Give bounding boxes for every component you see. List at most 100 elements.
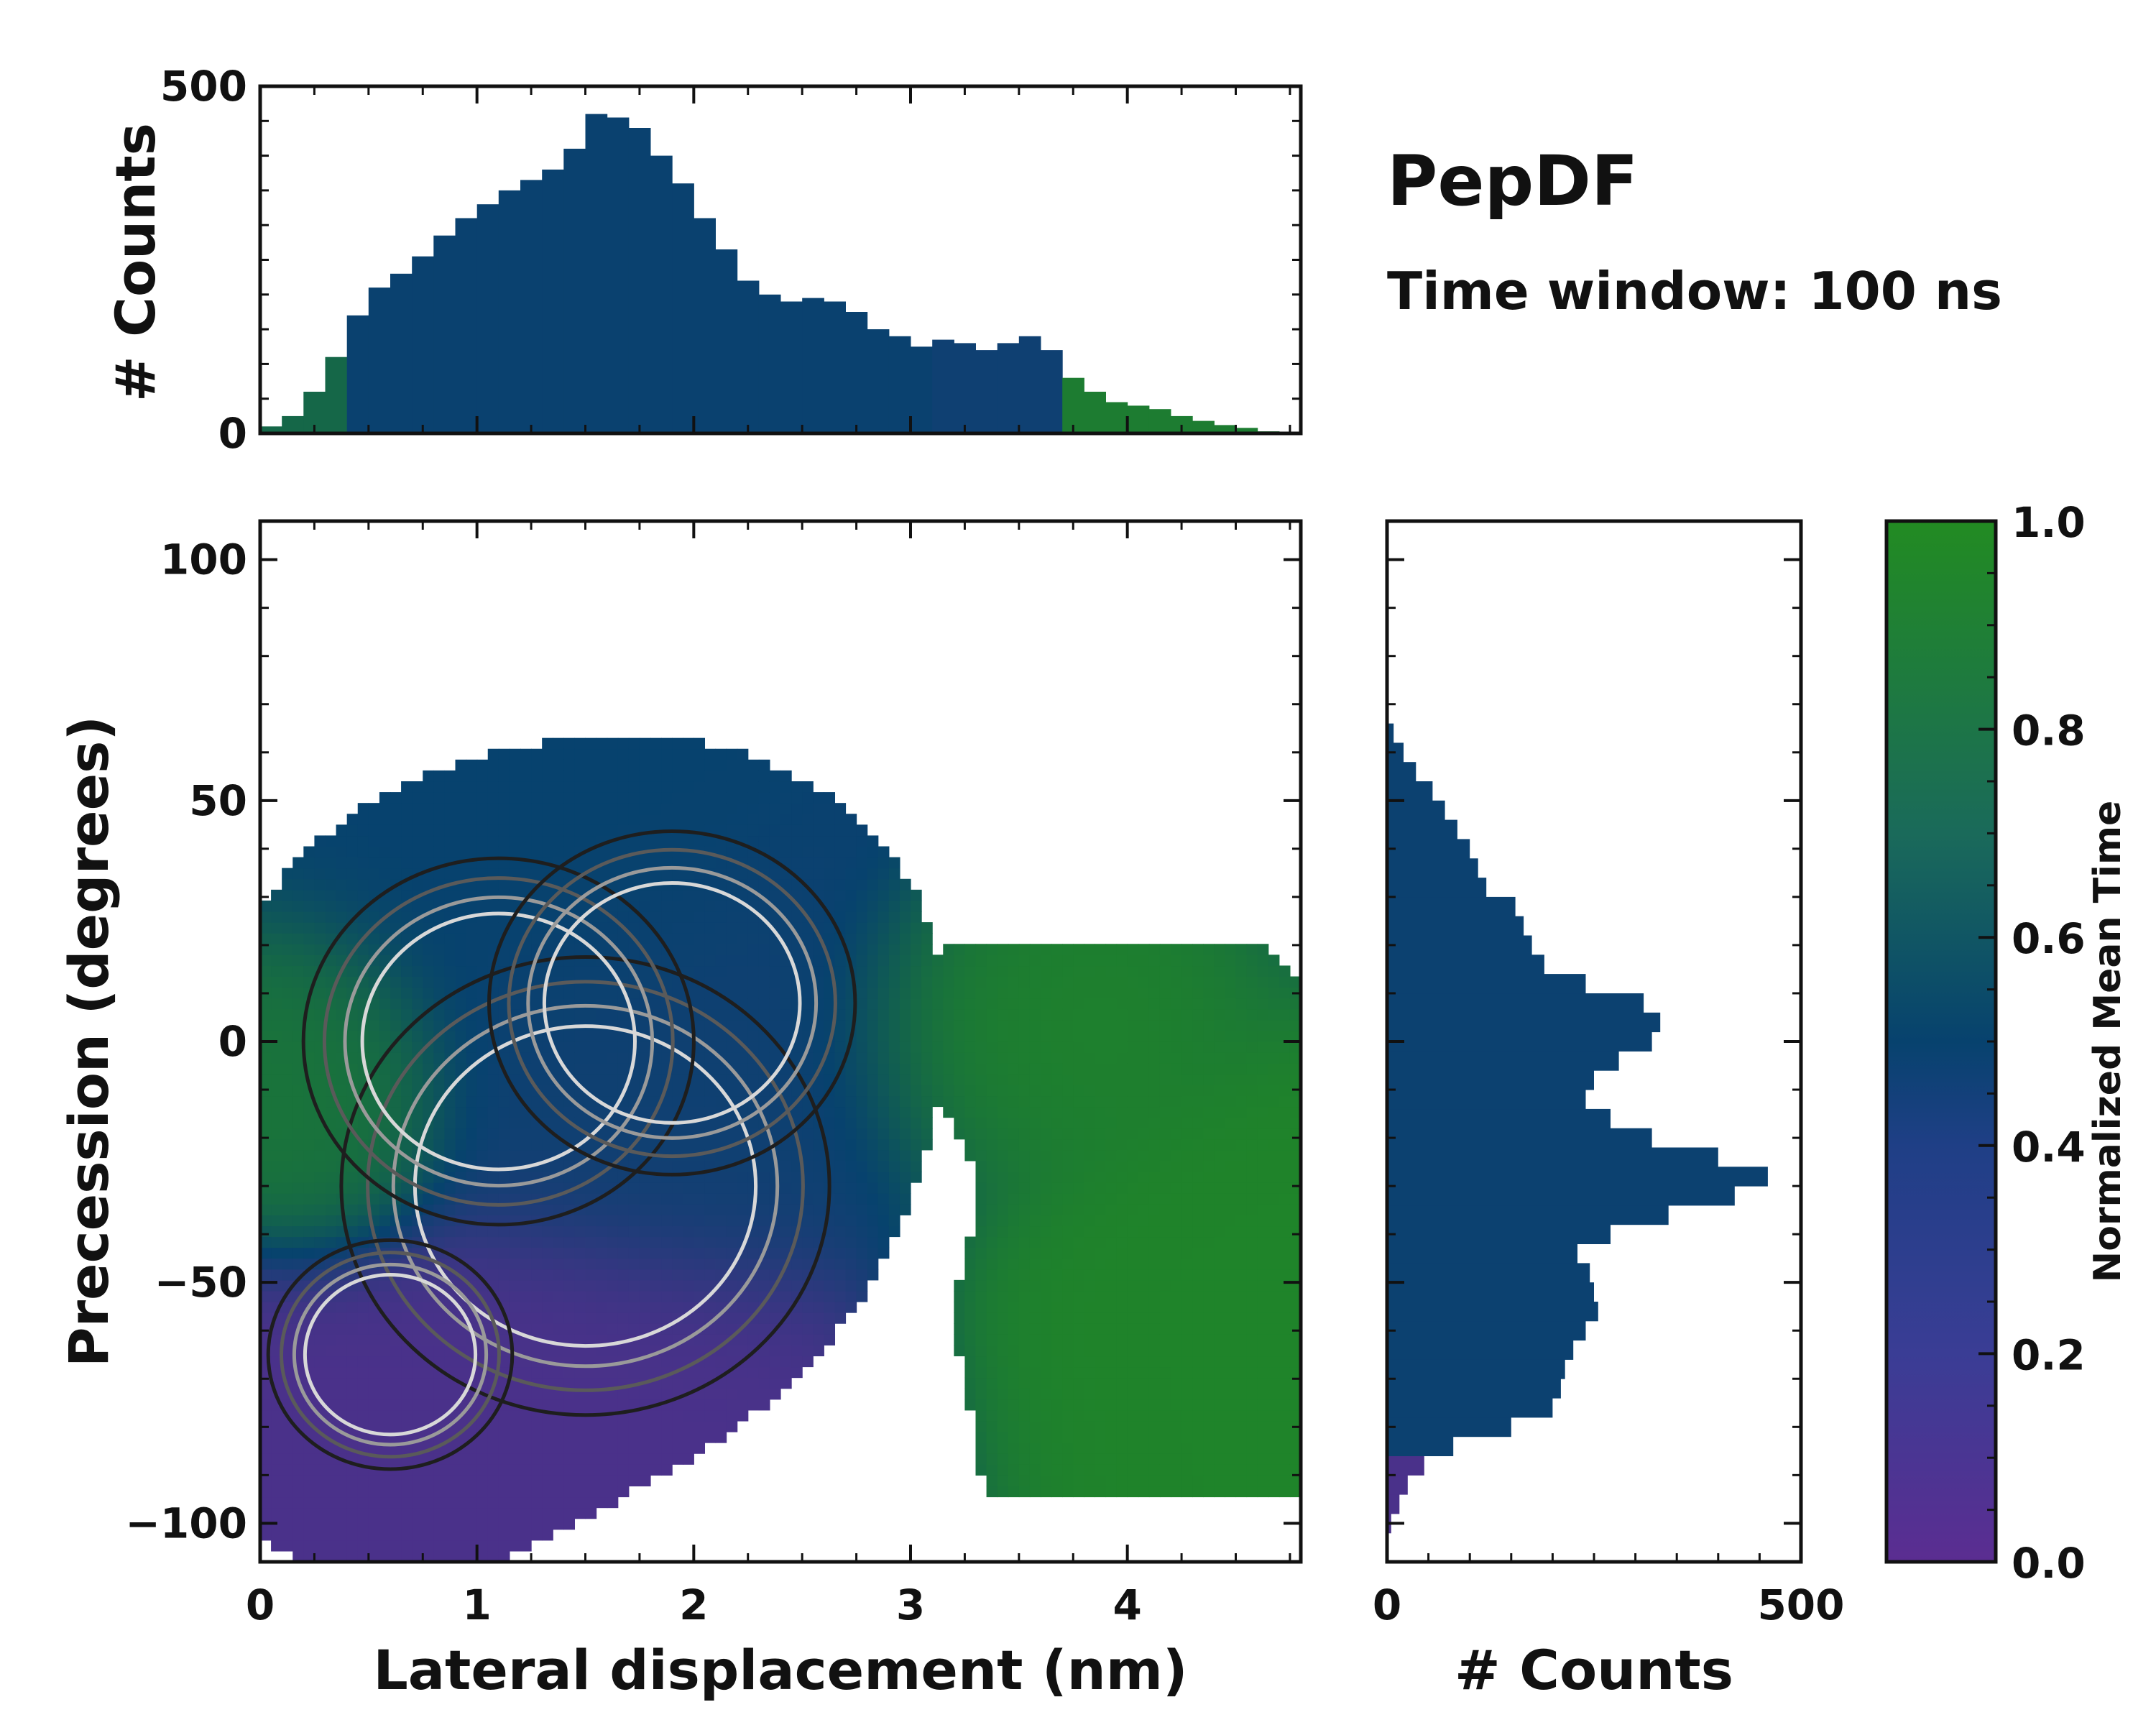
heatmap-cell [563,1258,576,1270]
heatmap-cell [1159,1464,1171,1476]
heatmap-cell [1105,1172,1118,1183]
heatmap-cell [563,1247,576,1259]
heatmap-cell [802,846,814,858]
heatmap-cell [758,759,770,771]
heatmap-cell [986,1160,998,1172]
heatmap-cell [813,857,824,869]
heatmap-cell [585,1312,597,1324]
heatmap-cell [498,878,510,891]
heatmap-cell [694,1366,706,1379]
heatmap-cell [563,1453,576,1465]
heatmap-cell [498,824,510,837]
heatmap-cell [628,1085,640,1097]
heatmap-cell [737,1312,749,1324]
heatmap-cell [758,1356,770,1368]
heatmap-cell [791,944,803,955]
heatmap-cell [1041,1019,1052,1031]
heatmap-cell [1029,1019,1041,1031]
heatmap-cell [1138,987,1150,999]
heatmap-cell [423,803,434,814]
heatmap-cell [617,1247,630,1259]
heatmap-cell [791,1258,803,1270]
heatmap-cell [1127,1258,1139,1270]
heatmap-cell [813,1334,824,1346]
heatmap-cell [650,1204,662,1215]
heatmap-cell [911,1052,922,1064]
heatmap-cell [303,954,315,967]
heatmap-cell [791,1334,803,1346]
heatmap-cell [683,1258,694,1270]
heatmap-cell [911,1128,922,1140]
heatmap-cell [856,1095,868,1108]
heatmap-cell [628,1204,640,1215]
heatmap-cell [325,1312,337,1324]
heatmap-cell [997,1182,1009,1194]
heatmap-cell [563,1312,576,1324]
top-bar [325,356,348,433]
heatmap-cell [423,933,434,944]
heatmap-cell [346,1496,359,1509]
heatmap-cell [856,976,868,988]
heatmap-cell [704,1095,717,1108]
heatmap-cell [303,1518,315,1530]
heatmap-cell [672,900,683,912]
heatmap-cell [509,1409,521,1422]
heatmap-cell [845,1225,857,1238]
heatmap-cell [1095,1128,1107,1140]
heatmap-cell [282,878,293,891]
heatmap-cell [292,1172,304,1183]
heatmap-cell [1138,1052,1150,1064]
heatmap-cell [964,944,977,955]
heatmap-cell [975,1204,987,1215]
heatmap-cell [683,1366,694,1379]
heatmap-cell [433,1475,446,1487]
heatmap-cell [1105,1302,1118,1313]
heatmap-cell [1127,1074,1139,1085]
heatmap-cell [542,1302,553,1313]
heatmap-cell [921,965,933,978]
heatmap-cell [585,1138,597,1151]
heatmap-cell [509,1518,521,1530]
heatmap-cell [856,954,868,967]
heatmap-cell [899,1193,911,1205]
heatmap-cell [401,1085,413,1097]
heatmap-cell [346,1399,359,1411]
heatmap-cell [542,1269,553,1281]
heatmap-cell [607,1366,619,1379]
heatmap-cell [368,965,380,978]
heatmap-cell [292,1052,304,1064]
heatmap-cell [260,1008,272,1021]
heatmap-cell [455,1138,467,1151]
heatmap-cell [997,987,1009,999]
heatmap-cell [531,1496,543,1509]
heatmap-cell [574,878,586,891]
heatmap-cell [476,1507,489,1519]
heatmap-cell [921,1128,933,1140]
heatmap-cell [476,1149,489,1162]
heatmap-cell [455,1334,467,1346]
heatmap-cell [346,889,359,901]
heatmap-cell [1095,1052,1107,1064]
heatmap-cell [758,1269,770,1281]
heatmap-cell [1062,944,1074,955]
heatmap-cell [455,781,467,793]
heatmap-cell [769,803,781,814]
heatmap-cell [553,1518,564,1530]
heatmap-cell [1138,1160,1150,1172]
heatmap-cell [1008,1258,1020,1270]
heatmap-cell [1029,1323,1041,1335]
heatmap-cell [314,944,326,955]
heatmap-cell [563,1279,576,1292]
heatmap-cell [1073,1117,1084,1129]
heatmap-cell [802,998,814,1010]
heatmap-cell [975,1225,987,1238]
heatmap-cell [824,987,836,999]
heatmap-cell [271,1290,282,1302]
heatmap-cell [1105,1453,1118,1465]
heatmap-cell [282,1236,293,1248]
heatmap-cell [661,1464,673,1476]
heatmap-cell [1008,1041,1020,1053]
heatmap-cell [802,824,814,837]
heatmap-cell [726,803,738,814]
heatmap-cell [314,1366,326,1379]
